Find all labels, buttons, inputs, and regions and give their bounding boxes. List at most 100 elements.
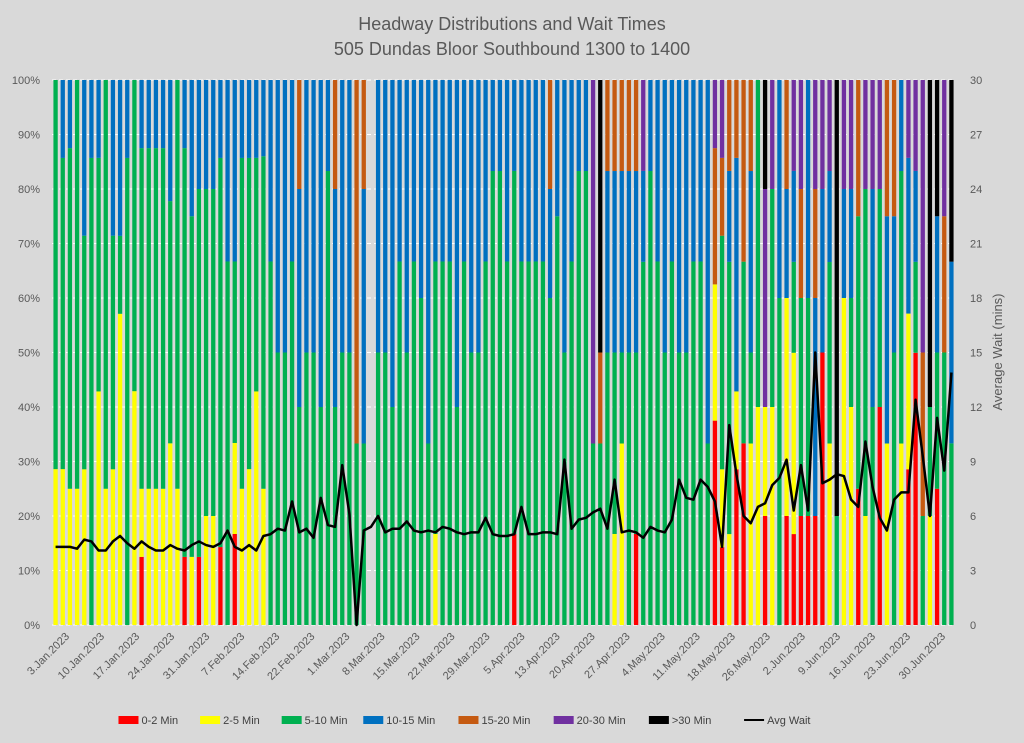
bar-segment-5-10-min bbox=[798, 298, 804, 516]
bar-segment-0-2-min bbox=[820, 352, 825, 625]
bar-segment-10-15-min bbox=[870, 189, 875, 407]
bar-segment-20-30-min bbox=[791, 80, 796, 171]
bar-segment-5-10-min bbox=[555, 216, 560, 625]
bar-segment-10-15-min bbox=[454, 80, 460, 407]
bar-segment-10-15-min bbox=[497, 80, 503, 172]
bar-segment-0-2-min bbox=[232, 533, 237, 625]
bar-segment-10-15-min bbox=[504, 80, 510, 262]
bar-segment-10-15-min bbox=[411, 80, 417, 262]
bar-segment-5-10-min bbox=[727, 261, 732, 535]
bar-segment-15-20-min bbox=[748, 80, 753, 172]
bar-segment-5-10-min bbox=[53, 80, 58, 470]
legend-swatch bbox=[458, 716, 479, 724]
legend-item-10-15-min: 10-15 Min bbox=[363, 715, 435, 727]
bar-segment-5-10-min bbox=[899, 171, 904, 444]
bar-segment-10-15-min bbox=[669, 80, 675, 262]
legend: 0-2 Min 2-5 Min 5-10 Min 10-15 Min 15-20 Min… bbox=[118, 715, 810, 727]
bar-segment-10-15-min bbox=[562, 80, 567, 353]
avg-wait-line-layer bbox=[55, 351, 953, 627]
bar-segment-10-15-min bbox=[540, 80, 546, 262]
bar-segment-5-10-min bbox=[719, 235, 725, 470]
bar-segment-10-15-min bbox=[619, 171, 624, 353]
bar-segment-0-2-min bbox=[934, 488, 940, 625]
y-right-tick-label: 18 bbox=[970, 293, 982, 305]
bar-segment-20-30-min bbox=[877, 80, 882, 189]
bar-segment-2-5-min bbox=[762, 407, 768, 516]
bar-segment-0-2-min bbox=[798, 516, 804, 625]
bar-segment-10-15-min bbox=[110, 80, 116, 236]
bar-segment-10-15-min bbox=[89, 80, 94, 158]
bar-segment-5-10-min bbox=[440, 261, 445, 625]
bar-segment-10-15-min bbox=[404, 80, 409, 353]
bar-segment-15-20-min bbox=[361, 80, 366, 189]
bar-segment-10-15-min bbox=[196, 80, 202, 189]
bar-segment-0-2-min bbox=[856, 488, 861, 625]
bar-segment-5-10-min bbox=[454, 407, 460, 625]
bar-segment-10-15-min bbox=[218, 80, 223, 158]
bar-segment-20-30-min bbox=[770, 80, 775, 189]
bar-segment-5-10-min bbox=[949, 443, 954, 625]
bar-segment-10-15-min bbox=[734, 157, 739, 392]
bar-segment-5-10-min bbox=[390, 407, 395, 625]
bar-segment-2-5-min bbox=[906, 313, 911, 470]
bar-segment-5-10-min bbox=[676, 352, 682, 625]
bar-segment-5-10-min bbox=[375, 352, 381, 625]
bar-segment-10-15-min bbox=[698, 80, 703, 262]
bar-segment-15-20-min bbox=[920, 352, 925, 516]
bar-segment-10-15-min bbox=[841, 189, 847, 298]
y-left-tick-label: 80% bbox=[18, 184, 40, 196]
bar-segment-5-10-min bbox=[877, 189, 882, 407]
legend-label: Avg Wait bbox=[767, 715, 810, 727]
bar-segment-10-15-min bbox=[612, 171, 617, 353]
bar-segment-5-10-min bbox=[483, 261, 488, 625]
bar-segment-20-30-min bbox=[906, 80, 911, 158]
bar-segment-20-30-min bbox=[920, 80, 925, 353]
bar-segment-5-10-min bbox=[927, 407, 933, 516]
bar-segment-10-15-min bbox=[848, 189, 854, 298]
bar-segment-2-5-min bbox=[110, 469, 116, 625]
bar-segment-10-15-min bbox=[117, 80, 123, 236]
bar-segment-10-15-min bbox=[440, 80, 445, 262]
legend-item-15-20-min: 15-20 Min bbox=[458, 715, 530, 727]
bar-segment-10-15-min bbox=[483, 80, 488, 262]
bar-segment-5-10-min bbox=[891, 352, 897, 625]
bar-segment-0-2-min bbox=[139, 556, 144, 626]
bar-segment-15-20-min bbox=[727, 80, 732, 171]
legend-label: >30 Min bbox=[672, 715, 711, 727]
y-left-tick-label: 90% bbox=[18, 130, 40, 142]
y-right-tick-label: 0 bbox=[970, 620, 976, 632]
bar-segment-5-10-min bbox=[526, 261, 531, 625]
bar-segment-10-15-min bbox=[684, 80, 689, 353]
legend-label: 15-20 Min bbox=[481, 715, 530, 727]
bar-segment-5-10-min bbox=[354, 443, 359, 625]
bar-segment-2-5-min bbox=[433, 533, 438, 625]
bar-segment-10-15-min bbox=[60, 80, 65, 158]
bar-segment-5-10-min bbox=[397, 261, 402, 625]
bar-segment-20-30-min bbox=[641, 80, 646, 171]
bar-segment-10-15-min bbox=[827, 171, 832, 263]
legend-label: 20-30 Min bbox=[577, 715, 626, 727]
bar-segment-10-15-min bbox=[555, 80, 560, 217]
bar-segment-10-15-min bbox=[777, 80, 782, 298]
bar-segment-0-2-min bbox=[906, 469, 911, 625]
bar-segment-0-2-min bbox=[762, 516, 768, 625]
legend-label: 10-15 Min bbox=[386, 715, 435, 727]
bar-segment-2-5-min bbox=[254, 391, 259, 625]
bar-segment-30-min bbox=[949, 80, 954, 262]
bar-segment-15-20-min bbox=[598, 352, 603, 444]
bar-segment-20-30-min bbox=[841, 80, 847, 189]
bar-segment-10-15-min bbox=[676, 80, 682, 353]
bar-segment-2-5-min bbox=[168, 443, 173, 625]
bar-segment-5-10-min bbox=[827, 262, 832, 444]
bar-segment-10-15-min bbox=[318, 80, 323, 407]
bar-segment-2-5-min bbox=[211, 516, 216, 625]
bar-segment-5-10-min bbox=[598, 443, 603, 625]
bar-segment-5-10-min bbox=[848, 298, 854, 407]
y-left-tick-label: 40% bbox=[18, 402, 40, 414]
bar-segment-5-10-min bbox=[89, 157, 94, 625]
bar-segment-30-min bbox=[934, 80, 940, 217]
bar-segment-20-30-min bbox=[942, 80, 947, 217]
bar-segment-15-20-min bbox=[332, 80, 338, 189]
bar-segment-15-20-min bbox=[856, 80, 861, 217]
bar-segment-5-10-min bbox=[168, 201, 173, 444]
